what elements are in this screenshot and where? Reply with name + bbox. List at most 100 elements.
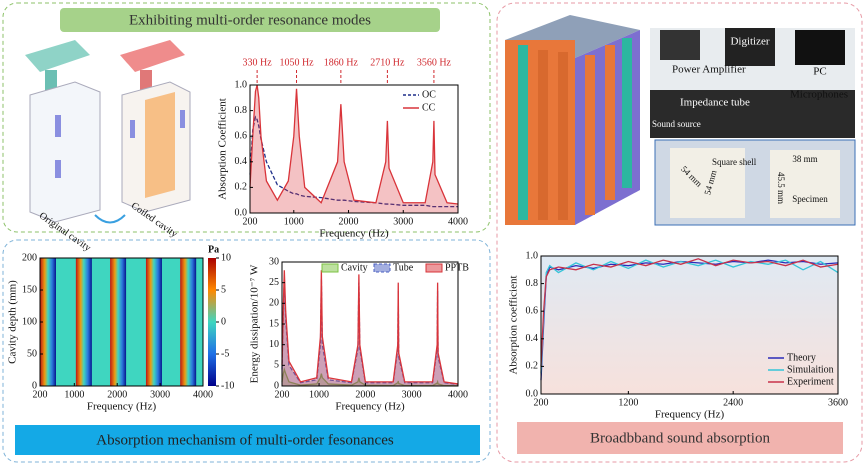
panel-title: Broadbband sound absorption [590, 430, 770, 446]
device [725, 28, 775, 66]
x-tick-label: 4000 [448, 216, 468, 227]
label: Impedance tube [680, 97, 750, 109]
specimen [670, 148, 745, 218]
line [540, 258, 839, 367]
y-tick-label: 5 [274, 360, 279, 371]
y-tick-label: 25 [269, 277, 279, 288]
title-box [15, 425, 480, 455]
y-axis-label: Absorption coefficient [508, 275, 520, 374]
area [282, 270, 458, 386]
y-tick-label: 0.4 [235, 156, 248, 167]
y-tick-label: 0.0 [526, 388, 539, 399]
x-tick-label: 1000 [309, 389, 329, 400]
y-tick-label: 20 [269, 298, 279, 309]
plot-frame [540, 255, 839, 395]
device [795, 30, 845, 65]
y-tick-label: 100 [22, 316, 37, 327]
x-tick-label: 4000 [193, 389, 213, 400]
panel-frame [496, 2, 863, 463]
x-tick-label: 1000 [64, 389, 84, 400]
line [249, 115, 458, 208]
y-tick-label: 15 [269, 318, 279, 329]
label: Microphones [790, 89, 848, 101]
line [281, 367, 459, 387]
y-tick-label: 0 [32, 380, 37, 391]
x-tick-label: 2400 [723, 397, 743, 408]
colorbar-label: -5 [221, 348, 229, 359]
legend-label: PPTB [445, 262, 469, 273]
y-axis-label: Cavity depth (mm) [7, 280, 19, 364]
x-tick-label: 200 [534, 397, 549, 408]
y-tick-label: 10 [269, 339, 279, 350]
y-tick-label: 150 [22, 284, 37, 295]
colorbar-label: 0 [221, 316, 226, 327]
x-axis-label: Frequency (Hz) [655, 409, 725, 421]
y-tick-label: 1.0 [235, 79, 248, 90]
panel-title: Exhibiting multi-order resonance modes [129, 12, 371, 28]
legend-label: Simulaition [787, 364, 834, 375]
y-tick-label: 0.8 [526, 278, 539, 289]
heatmap-band [145, 258, 162, 386]
label: Sound source [652, 119, 701, 129]
label: 45.5 mm [776, 172, 786, 204]
label: PC [813, 66, 826, 78]
heatmap-band [40, 258, 56, 386]
annotation: 1050 Hz [279, 57, 314, 68]
x-tick-label: 3000 [150, 389, 170, 400]
x-tick-label: 2000 [355, 389, 375, 400]
x-tick-label: 200 [33, 389, 48, 400]
x-tick-label: 3600 [828, 397, 848, 408]
cavity-sketch [25, 40, 191, 224]
x-axis-label: Frequency (Hz) [335, 401, 405, 413]
plot-background [541, 256, 838, 394]
structure-model [505, 15, 640, 225]
heatmap-band [110, 258, 127, 386]
x-tick-label: 3000 [393, 216, 413, 227]
annotation: 330 Hz [243, 57, 273, 68]
plot-frame [249, 84, 459, 214]
label: Specimen [792, 194, 828, 204]
legend-swatch [321, 263, 339, 273]
colorbar-title: Pa [208, 244, 219, 255]
y-tick-label: 30 [269, 256, 279, 267]
colorbar-label: 5 [221, 284, 226, 295]
legend-label: OC [422, 89, 436, 100]
label: 38 mm [792, 154, 817, 164]
plot-frame [281, 261, 459, 387]
annotation: 1860 Hz [324, 57, 359, 68]
colorbar [208, 258, 216, 386]
y-tick-label: 0.4 [526, 333, 539, 344]
x-tick-label: 2000 [339, 216, 359, 227]
x-tick-label: 200 [275, 389, 290, 400]
annotation: 3560 Hz [417, 57, 452, 68]
y-tick-label: 0.2 [526, 361, 539, 372]
legend-label: Experiment [787, 376, 834, 387]
line [249, 84, 459, 205]
y-tick-label: 0.8 [235, 105, 248, 116]
tube-photo [650, 90, 855, 138]
x-axis-label: Frequency (Hz) [87, 401, 157, 413]
colorbar-label: -10 [221, 380, 234, 391]
y-tick-label: 0.0 [235, 207, 248, 218]
legend-label: CC [422, 102, 436, 113]
specimen [770, 150, 840, 218]
title-box [60, 8, 440, 32]
area [250, 85, 458, 213]
y-tick-label: 1.0 [526, 250, 539, 261]
panel-frame [2, 239, 491, 463]
x-tick-label: 200 [243, 216, 258, 227]
y-axis-label: Absorption Coefficient [217, 98, 229, 200]
x-axis-label: Frequency (Hz) [319, 228, 389, 240]
device [660, 30, 700, 60]
legend-label: Tube [393, 262, 414, 273]
panel-frame [2, 2, 491, 233]
panel-title: Absorption mechanism of multi-order feso… [96, 432, 394, 448]
x-tick-label: 4000 [448, 389, 468, 400]
annotation: 2710 Hz [370, 57, 405, 68]
colorbar-label: 10 [221, 252, 231, 263]
heatmap-band [180, 258, 197, 386]
line [281, 278, 459, 385]
y-tick-label: 0 [274, 380, 279, 391]
y-tick-label: 0.6 [235, 130, 248, 141]
